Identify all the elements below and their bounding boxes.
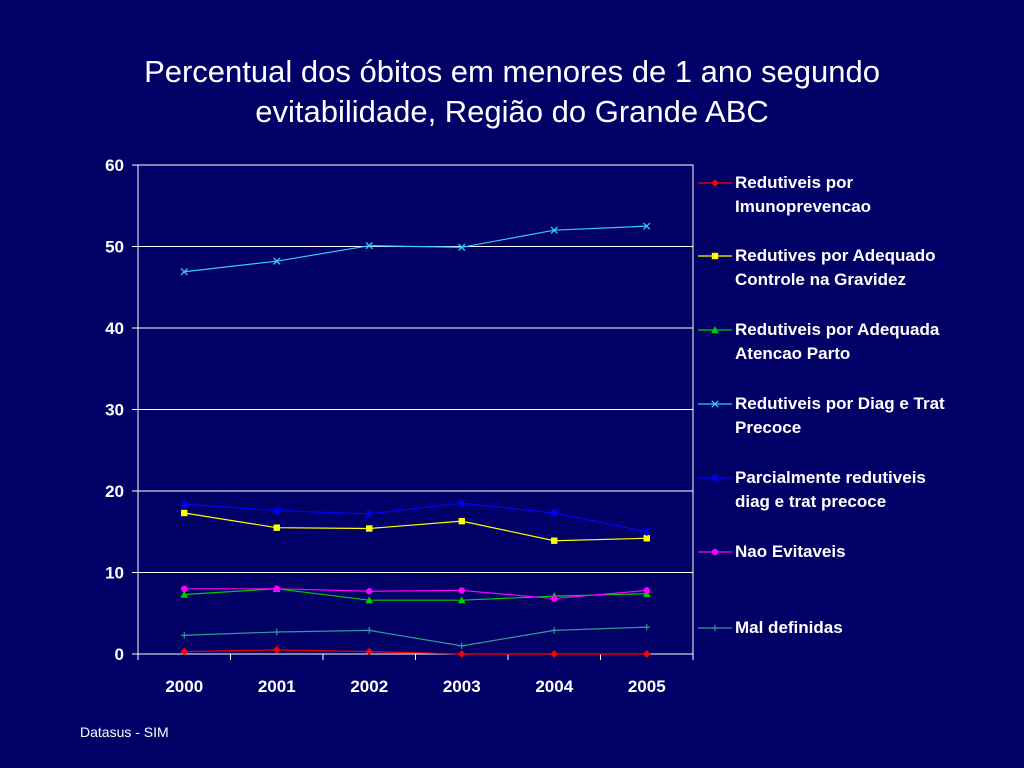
data-point [642,650,651,658]
data-point [181,632,188,639]
x-tick-label: 2000 [165,677,203,696]
legend-label: Parcialmente redutiveis diag e trat prec… [735,468,926,511]
data-point [458,243,466,251]
x-tick-label: 2002 [350,677,388,696]
data-point [273,524,280,531]
series-redutiveis-por-diag-e-trat-precoce [180,222,651,276]
x-axis: 2000 2001 2002 2003 2004 2005 [137,654,694,696]
legend-marker [711,624,719,632]
data-point [180,647,189,656]
data-point [643,535,650,542]
title-line-1: Percentual dos óbitos em menores de 1 an… [144,54,880,89]
data-point [366,588,373,595]
x-tick-label: 2003 [443,677,481,696]
series-nao-evitaveis [181,585,650,602]
series-parcialmente-redutiveis-diag-e-trat-precoce [180,499,651,536]
series-line [184,626,647,647]
legend-label: Redutives por Adequado Controle na Gravi… [735,246,936,289]
data-point [643,587,650,594]
legend-label: Nao Evitaveis [735,542,846,561]
y-tick-label: 10 [105,564,124,583]
legend-swatch [698,179,732,187]
legend-label: Redutiveis por Diag e Trat Precoce [735,394,945,437]
y-tick-label: 20 [105,482,124,501]
data-point [180,268,188,276]
legend-label: Redutiveis por Imunoprevencao [735,173,872,216]
data-point [551,537,558,544]
legend-swatch [698,624,732,632]
data-point [366,627,373,634]
y-tick-label: 0 [115,645,124,664]
data-point [272,646,281,654]
series-lines [180,222,651,658]
data-point [365,509,373,519]
data-point [365,242,373,250]
y-tick-label: 60 [105,156,124,175]
title-line-2: evitabilidade, Região do Grande ABC [255,94,769,129]
y-tick-label: 50 [105,238,124,257]
legend-marker [711,548,719,556]
data-point [643,222,651,230]
legend-swatch [698,400,732,408]
series-line [184,512,647,542]
legend-marker [711,400,719,408]
y-tick-label: 30 [105,401,124,420]
x-tick-label: 2004 [535,677,573,696]
legend-swatch [698,548,732,556]
legend-label: Mal definidas [735,618,843,637]
series-redutiveis-por-adequada-atencao-parto [180,584,651,604]
x-tick-label: 2001 [258,677,296,696]
data-point [457,650,466,658]
data-point [457,596,466,604]
data-point [180,499,188,509]
legend-marker [711,252,719,260]
data-point [458,642,465,650]
y-tick-label: 40 [105,319,124,338]
legend-label: Redutiveis por Adequada Atencao Parto [735,320,940,363]
legend-swatch [698,252,732,260]
data-point [551,627,558,634]
series-line [184,588,647,600]
data-point [366,525,373,532]
data-point [273,506,281,515]
legend-marker [711,179,719,187]
gridlines [138,246,693,573]
series-line [184,502,647,533]
y-axis: 0 10 20 30 40 50 60 [105,156,138,664]
data-point [180,590,189,598]
data-point [365,596,374,604]
source-note: Datasus - SIM [80,724,169,740]
series-line [184,225,647,273]
data-point [365,647,374,656]
x-tick-label: 2005 [628,677,666,696]
series-line [184,649,647,655]
series-line [184,588,647,601]
data-point [550,650,559,658]
series-redutiveis-por-imunoprevencao [180,646,651,658]
legend-marker [711,473,719,483]
series-redutives-por-adequado-controle-na-gravidez [181,509,650,544]
data-point [273,628,280,636]
data-point [458,517,465,525]
data-point [643,623,650,631]
legend-marker [711,326,719,334]
data-point [458,587,465,594]
data-point [273,585,280,592]
series-mal-definidas [181,623,650,650]
data-point [181,509,188,517]
data-point [550,226,558,234]
data-point [550,508,558,518]
data-point [551,595,558,602]
legend-swatch [698,326,732,334]
data-point [273,257,281,265]
chart-title: Percentual dos óbitos em menores de 1 an… [60,52,964,132]
data-point [181,585,188,592]
legend-swatch [698,473,732,483]
data-point [643,527,651,536]
data-point [458,499,466,508]
